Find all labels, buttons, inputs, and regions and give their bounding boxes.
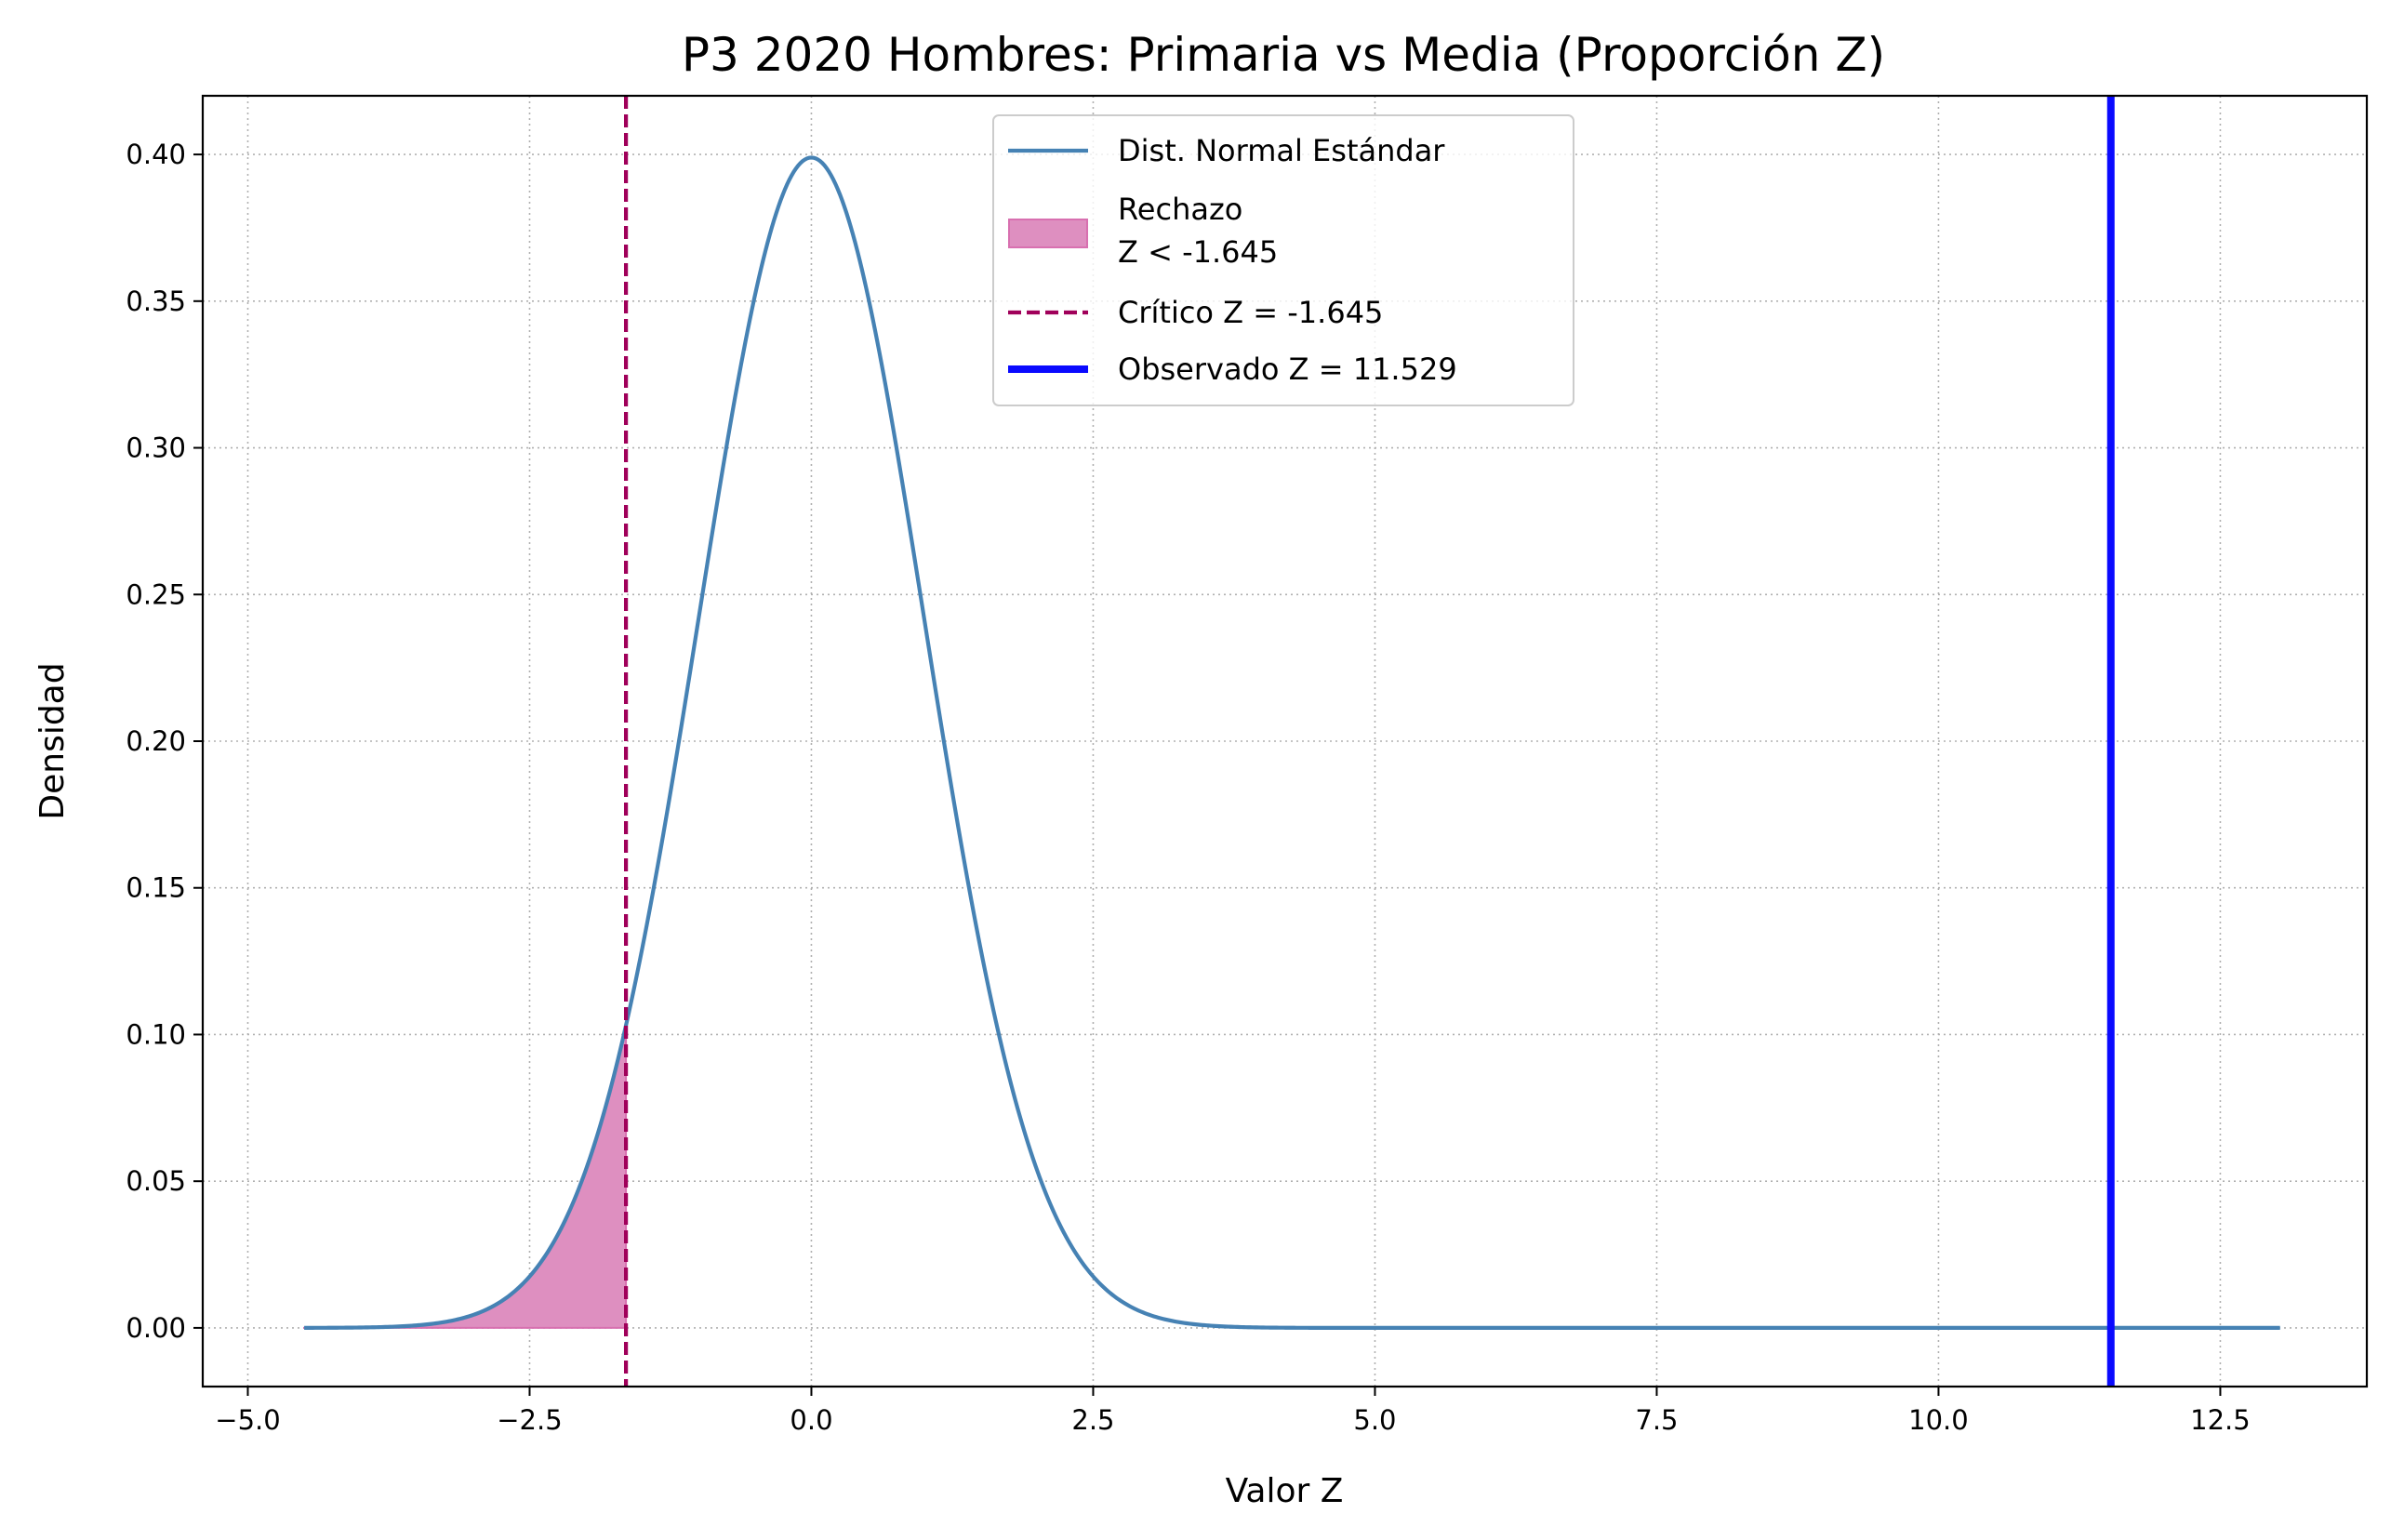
y-tick-label: 0.30	[126, 432, 186, 464]
y-tick-label: 0.35	[126, 285, 186, 317]
x-axis-label: Valor Z	[1226, 1472, 1344, 1510]
legend-label-curve: Dist. Normal Estándar	[1118, 133, 1445, 168]
legend-label-critical: Crítico Z = -1.645	[1118, 295, 1383, 330]
x-tick-label: 7.5	[1635, 1404, 1678, 1436]
y-tick-label: 0.15	[126, 872, 186, 904]
x-tick-label: 10.0	[1908, 1404, 1969, 1436]
y-axis-ticks: 0.00 0.05 0.10 0.15 0.20 0.25 0.30 0.35 0.40	[126, 139, 203, 1344]
legend: Dist. Normal Estándar Rechazo Z < -1.645…	[992, 114, 1574, 406]
x-tick-label: 2.5	[1071, 1404, 1114, 1436]
x-tick-label: 12.5	[2190, 1404, 2251, 1436]
x-tick-label: 0.0	[790, 1404, 832, 1436]
y-tick-label: 0.40	[126, 139, 186, 170]
y-tick-label: 0.10	[126, 1018, 186, 1050]
chart-title: P3 2020 Hombres: Primaria vs Media (Prop…	[682, 28, 1885, 82]
y-axis-label: Densidad	[33, 662, 72, 819]
legend-frame	[992, 114, 1574, 406]
y-tick-label: 0.05	[126, 1165, 186, 1197]
y-tick-label: 0.20	[126, 725, 186, 757]
x-tick-label: −2.5	[497, 1404, 562, 1436]
y-tick-label: 0.00	[126, 1312, 186, 1344]
legend-label-observed: Observado Z = 11.529	[1118, 352, 1457, 387]
x-tick-label: −5.0	[215, 1404, 280, 1436]
normal-curve-line	[304, 155, 2280, 1331]
legend-swatch-rejection	[1008, 219, 1088, 248]
y-tick-label: 0.25	[126, 578, 186, 610]
legend-label-rejection-line1: Rechazo	[1118, 192, 1242, 227]
x-tick-label: 5.0	[1353, 1404, 1396, 1436]
legend-label-rejection-line2: Z < -1.645	[1118, 234, 1278, 270]
x-axis-ticks: −5.0 −2.5 0.0 2.5 5.0 7.5 10.0 12.5	[215, 1387, 2251, 1436]
